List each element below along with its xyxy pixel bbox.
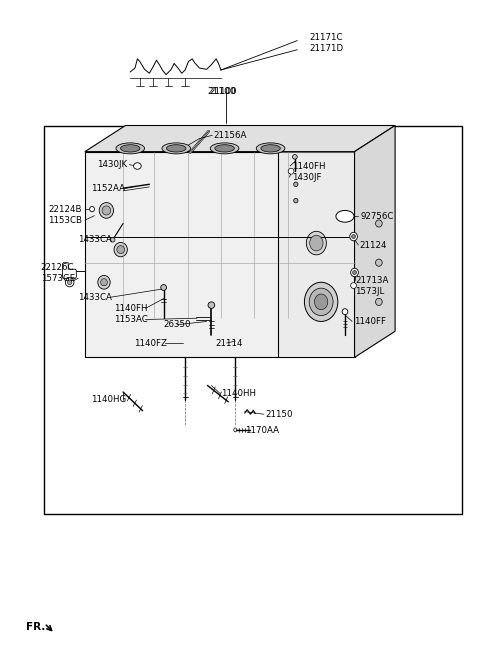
- Polygon shape: [355, 125, 395, 358]
- Ellipse shape: [294, 182, 298, 186]
- Polygon shape: [62, 262, 76, 278]
- Ellipse shape: [342, 309, 348, 315]
- Text: 1430JF: 1430JF: [292, 173, 322, 182]
- Ellipse shape: [234, 428, 237, 432]
- Text: 1573JL: 1573JL: [356, 287, 385, 296]
- Text: 1140FH: 1140FH: [292, 161, 326, 171]
- Text: 21150: 21150: [266, 410, 293, 419]
- Ellipse shape: [288, 169, 294, 174]
- Ellipse shape: [110, 237, 115, 242]
- Text: FR.: FR.: [26, 622, 46, 632]
- Ellipse shape: [133, 163, 141, 169]
- Polygon shape: [85, 125, 395, 152]
- Polygon shape: [85, 152, 355, 358]
- Ellipse shape: [261, 145, 280, 152]
- Ellipse shape: [208, 302, 215, 308]
- Ellipse shape: [336, 211, 354, 222]
- Text: 21713A: 21713A: [356, 276, 389, 285]
- Ellipse shape: [375, 220, 382, 227]
- Ellipse shape: [65, 277, 74, 287]
- Ellipse shape: [350, 232, 358, 241]
- Ellipse shape: [120, 145, 140, 152]
- Text: 1152AA: 1152AA: [91, 184, 125, 194]
- Text: 22126C: 22126C: [40, 263, 74, 272]
- Ellipse shape: [375, 298, 382, 306]
- Ellipse shape: [353, 270, 357, 274]
- Polygon shape: [278, 152, 355, 358]
- Ellipse shape: [215, 145, 234, 152]
- Ellipse shape: [256, 143, 285, 154]
- Text: 21114: 21114: [215, 338, 243, 348]
- Ellipse shape: [294, 198, 298, 203]
- Text: 21124: 21124: [360, 241, 387, 249]
- Text: 92756C: 92756C: [360, 212, 394, 221]
- Ellipse shape: [98, 276, 110, 289]
- Ellipse shape: [101, 279, 108, 286]
- Ellipse shape: [306, 232, 326, 255]
- Ellipse shape: [161, 285, 167, 291]
- Bar: [44, 125, 462, 514]
- Ellipse shape: [309, 288, 333, 316]
- Ellipse shape: [310, 236, 323, 251]
- Text: 21171C: 21171C: [309, 33, 343, 42]
- Ellipse shape: [375, 259, 382, 266]
- Ellipse shape: [210, 143, 239, 154]
- Text: 26350: 26350: [164, 320, 191, 329]
- Text: 1433CA: 1433CA: [78, 293, 112, 302]
- Text: 1140HG: 1140HG: [91, 396, 126, 404]
- Ellipse shape: [68, 280, 72, 285]
- Text: 1140FZ: 1140FZ: [134, 338, 167, 348]
- Ellipse shape: [292, 155, 297, 159]
- Ellipse shape: [90, 207, 95, 212]
- Ellipse shape: [351, 283, 357, 289]
- Text: 1140FH: 1140FH: [114, 304, 147, 313]
- Text: 1430JK: 1430JK: [97, 160, 127, 169]
- Text: 1573GE: 1573GE: [40, 274, 75, 283]
- Ellipse shape: [314, 294, 328, 310]
- Ellipse shape: [304, 282, 338, 321]
- Text: 1433CA: 1433CA: [78, 236, 112, 244]
- Ellipse shape: [117, 246, 124, 253]
- Text: 1153AC: 1153AC: [114, 315, 147, 324]
- Ellipse shape: [114, 243, 127, 256]
- Text: 1153CB: 1153CB: [48, 216, 82, 225]
- Text: 21100: 21100: [207, 87, 236, 96]
- Ellipse shape: [351, 268, 359, 277]
- Ellipse shape: [99, 203, 114, 218]
- Text: 1170AA: 1170AA: [245, 426, 279, 435]
- Text: 22124B: 22124B: [48, 205, 82, 214]
- Text: 21156A: 21156A: [214, 131, 247, 140]
- Ellipse shape: [102, 206, 111, 215]
- Text: 21171D: 21171D: [309, 44, 343, 53]
- Text: 21100: 21100: [209, 87, 237, 96]
- Ellipse shape: [352, 235, 356, 239]
- Ellipse shape: [116, 143, 144, 154]
- Text: 1140FF: 1140FF: [354, 317, 385, 326]
- Text: 1140HH: 1140HH: [221, 389, 256, 398]
- Ellipse shape: [167, 145, 186, 152]
- Ellipse shape: [162, 143, 191, 154]
